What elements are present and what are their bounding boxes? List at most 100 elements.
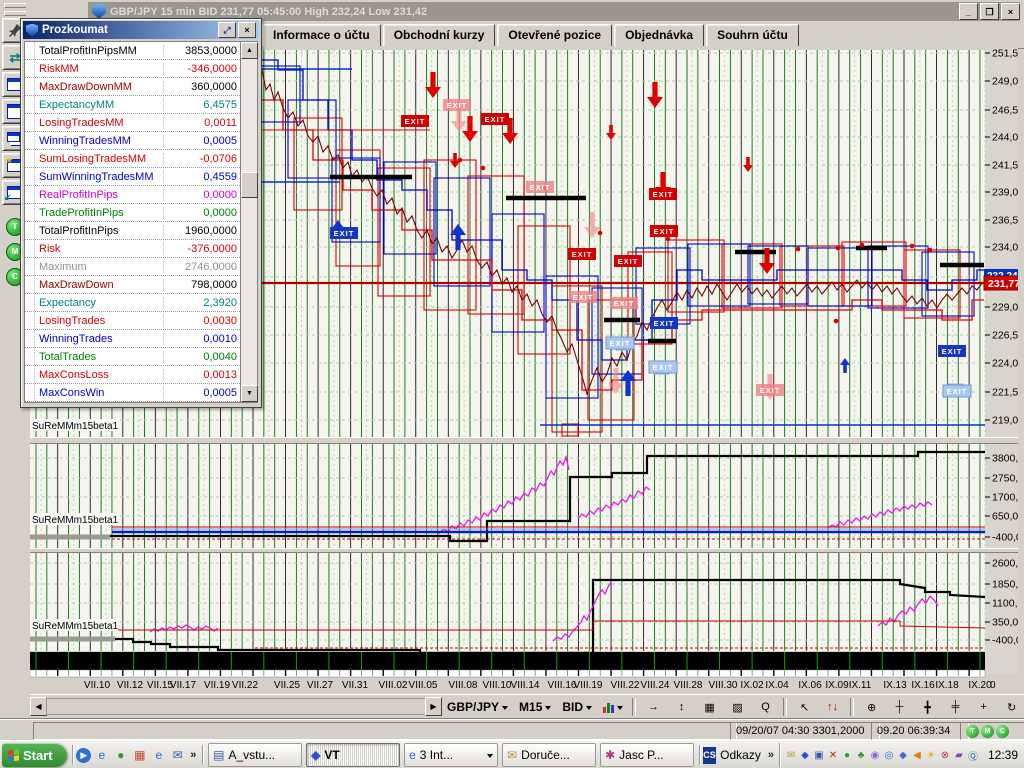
tray-icon-4[interactable]: ✕ — [828, 749, 838, 761]
tab-2[interactable]: Obchodní kurzy — [382, 24, 496, 46]
taskbar-button-avstu[interactable]: ▤ A_vstu... — [208, 743, 303, 767]
new-chart-icon[interactable]: ★ — [2, 153, 28, 178]
arrow-glyph: ↙ — [4, 192, 12, 202]
stat-row[interactable]: TotalProfitInPips 1960,0000 — [25, 222, 240, 240]
stat-row[interactable]: WinningTradesMM 0,0005 — [25, 132, 240, 150]
timeframe-selector[interactable]: M15 — [514, 697, 557, 717]
tray-icon-7[interactable]: ◉ — [870, 749, 880, 761]
stat-row[interactable]: SumWinningTradesMM 0,4559 — [25, 168, 240, 186]
stat-label: WinningTrades — [35, 332, 164, 345]
stat-row[interactable]: TradeProfitInPips 0,0000 — [25, 204, 240, 222]
grid-icon[interactable]: ▦ — [696, 697, 724, 717]
quicklaunch-icon-2[interactable]: e — [98, 748, 106, 762]
scroll-right-icon[interactable]: ▶ — [425, 697, 442, 716]
cross-thin-icon[interactable]: + — [970, 697, 998, 717]
tray-icon-2[interactable]: ◆ — [801, 749, 809, 761]
close-button[interactable]: × — [1001, 3, 1020, 20]
stat-row[interactable]: MaxDrawDown 798,0000 — [25, 276, 240, 294]
start-button[interactable]: Start — [2, 743, 67, 767]
quicklaunch-icon-6[interactable]: ✉ — [172, 748, 183, 762]
stat-row[interactable]: MaxDrawDownMM 360,0000 — [25, 78, 240, 96]
stat-label: ExpectancyMM — [35, 98, 164, 111]
minimize-button[interactable]: _ — [959, 3, 978, 20]
stat-row[interactable]: SumLosingTradesMM -0,0706 — [25, 150, 240, 168]
dialog-expand-button[interactable]: ⤢ — [218, 22, 236, 38]
quicklaunch-icon-5[interactable]: e — [155, 748, 163, 762]
tray-icon-14[interactable]: Ⓠ — [967, 751, 978, 763]
price-axis-label: 221,50 — [992, 387, 1018, 399]
stat-row[interactable]: RealProfitInPips 0,0000 — [25, 186, 240, 204]
task-label: Jasc P... — [619, 748, 664, 762]
tab-1[interactable]: Informace o účtu — [262, 24, 381, 46]
taskbar-button-vt[interactable]: ◆ VT — [306, 743, 401, 767]
svg-text:EXIT: EXIT — [618, 257, 639, 266]
refresh-icon[interactable]: ↻ — [998, 697, 1024, 717]
stat-row[interactable]: Maximum 2746,0000 — [25, 258, 240, 276]
scrollbar-thumb[interactable] — [241, 172, 258, 198]
tray-icon-13[interactable]: ▰ — [955, 749, 963, 761]
quicklaunch-icon-1[interactable]: ▶ — [76, 747, 92, 763]
stat-row[interactable]: Risk -376,0000 — [25, 240, 240, 258]
quicklaunch-icon-4[interactable]: ▦ — [134, 748, 146, 762]
tray-icon-10[interactable]: ◀ — [913, 749, 921, 761]
stat-label: SumWinningTradesMM — [35, 170, 164, 183]
quote-icon[interactable]: Q — [752, 697, 780, 717]
tray-icon-3[interactable]: ▣ — [814, 749, 824, 761]
snap-to-end-icon[interactable]: → — [640, 697, 668, 717]
stat-row[interactable]: LosingTrades 0,0030 — [25, 312, 240, 330]
restore-button[interactable]: ❐ — [980, 3, 999, 20]
tray-icon-5[interactable]: ● — [843, 749, 850, 761]
stat-row[interactable]: WinningTrades 0,0010 — [25, 330, 240, 348]
tray-icon-11[interactable]: ☀ — [926, 749, 936, 761]
chevron-down-icon[interactable] — [487, 753, 494, 761]
symbol-selector[interactable]: GBP/JPY — [442, 697, 514, 717]
tab-3[interactable]: Otevřené pozice — [497, 24, 613, 46]
taskbar-button-dorue[interactable]: ✉ Doruče... — [502, 743, 597, 767]
svg-text:EXIT: EXIT — [334, 229, 355, 238]
stat-value: 0,4559 — [203, 170, 237, 183]
stat-row[interactable]: RiskMM -346,0000 — [25, 60, 240, 78]
dialog-close-button[interactable]: × — [238, 22, 256, 38]
stat-row[interactable]: MaxConsLoss 0,0013 — [25, 366, 240, 384]
tray-icon-1[interactable]: ✉ — [786, 749, 796, 761]
tray-icon-6[interactable]: ♣ — [857, 749, 865, 761]
stat-row[interactable]: ExpectancyMM 6,4575 — [25, 96, 240, 114]
stat-row[interactable]: TotalTrades 0,0040 — [25, 348, 240, 366]
toolbar-grip[interactable] — [4, 11, 26, 16]
stat-row[interactable]: MaxConsWin 0,0005 — [25, 384, 240, 402]
crosshair-icon[interactable]: ┼ — [886, 697, 914, 717]
dialog-titlebar[interactable]: Prozkoumat ⤢ × — [23, 21, 259, 39]
toolbar-grip[interactable] — [4, 3, 26, 8]
chart-type-selector[interactable] — [598, 697, 629, 717]
trading-status-icon[interactable]: T — [3, 215, 27, 238]
crosshair-h-icon[interactable]: ╪ — [942, 697, 970, 717]
taskbar-button-jascp[interactable]: ✱ Jasc P... — [600, 743, 695, 767]
tray-icon-12[interactable]: ⊗ — [940, 749, 950, 761]
stat-row[interactable]: TotalProfitInPipsMM 3853,0000 — [25, 42, 240, 60]
tray-icon-8[interactable]: ◎ — [884, 749, 894, 761]
tab-4[interactable]: Objednávka — [614, 24, 705, 46]
stat-label: SumLosingTradesMM — [35, 152, 164, 165]
scroll-left-icon[interactable]: ◀ — [30, 697, 47, 716]
stat-row[interactable]: LosingTradesMM 0,0011 — [25, 114, 240, 132]
fit-vertical-icon[interactable]: ↕ — [668, 697, 696, 717]
buy-sell-marker-icon[interactable]: ↑↓ — [819, 697, 847, 717]
stat-row[interactable]: Expectancy 2,3920 — [25, 294, 240, 312]
grid-style-icon[interactable]: ▨ — [724, 697, 752, 717]
scroll-up-icon[interactable]: ▲ — [241, 42, 258, 59]
quicklaunch-icon-3[interactable]: ● — [117, 748, 125, 762]
scroll-down-icon[interactable]: ▼ — [241, 385, 258, 402]
dialog-scrollbar[interactable]: ▲ ▼ — [240, 42, 258, 402]
links-toolbar-label[interactable]: Odkazy — [720, 748, 761, 762]
tray-icon-9[interactable]: ◆ — [899, 749, 907, 761]
crosshair-bold-icon[interactable]: ╋ — [914, 697, 942, 717]
horizontal-scrollbar-track[interactable] — [46, 698, 426, 715]
quicklaunch-chevron-icon[interactable]: » — [190, 749, 197, 761]
cs-tray-icon[interactable]: CS — [702, 746, 717, 764]
tab-5[interactable]: Souhrn účtu — [706, 24, 799, 46]
zoom-in-icon[interactable]: ⊕ — [858, 697, 886, 717]
price-type-selector[interactable]: BID — [557, 697, 598, 717]
links-chevron-icon[interactable]: » — [767, 749, 774, 761]
pointer-icon[interactable]: ↖ — [791, 697, 819, 717]
